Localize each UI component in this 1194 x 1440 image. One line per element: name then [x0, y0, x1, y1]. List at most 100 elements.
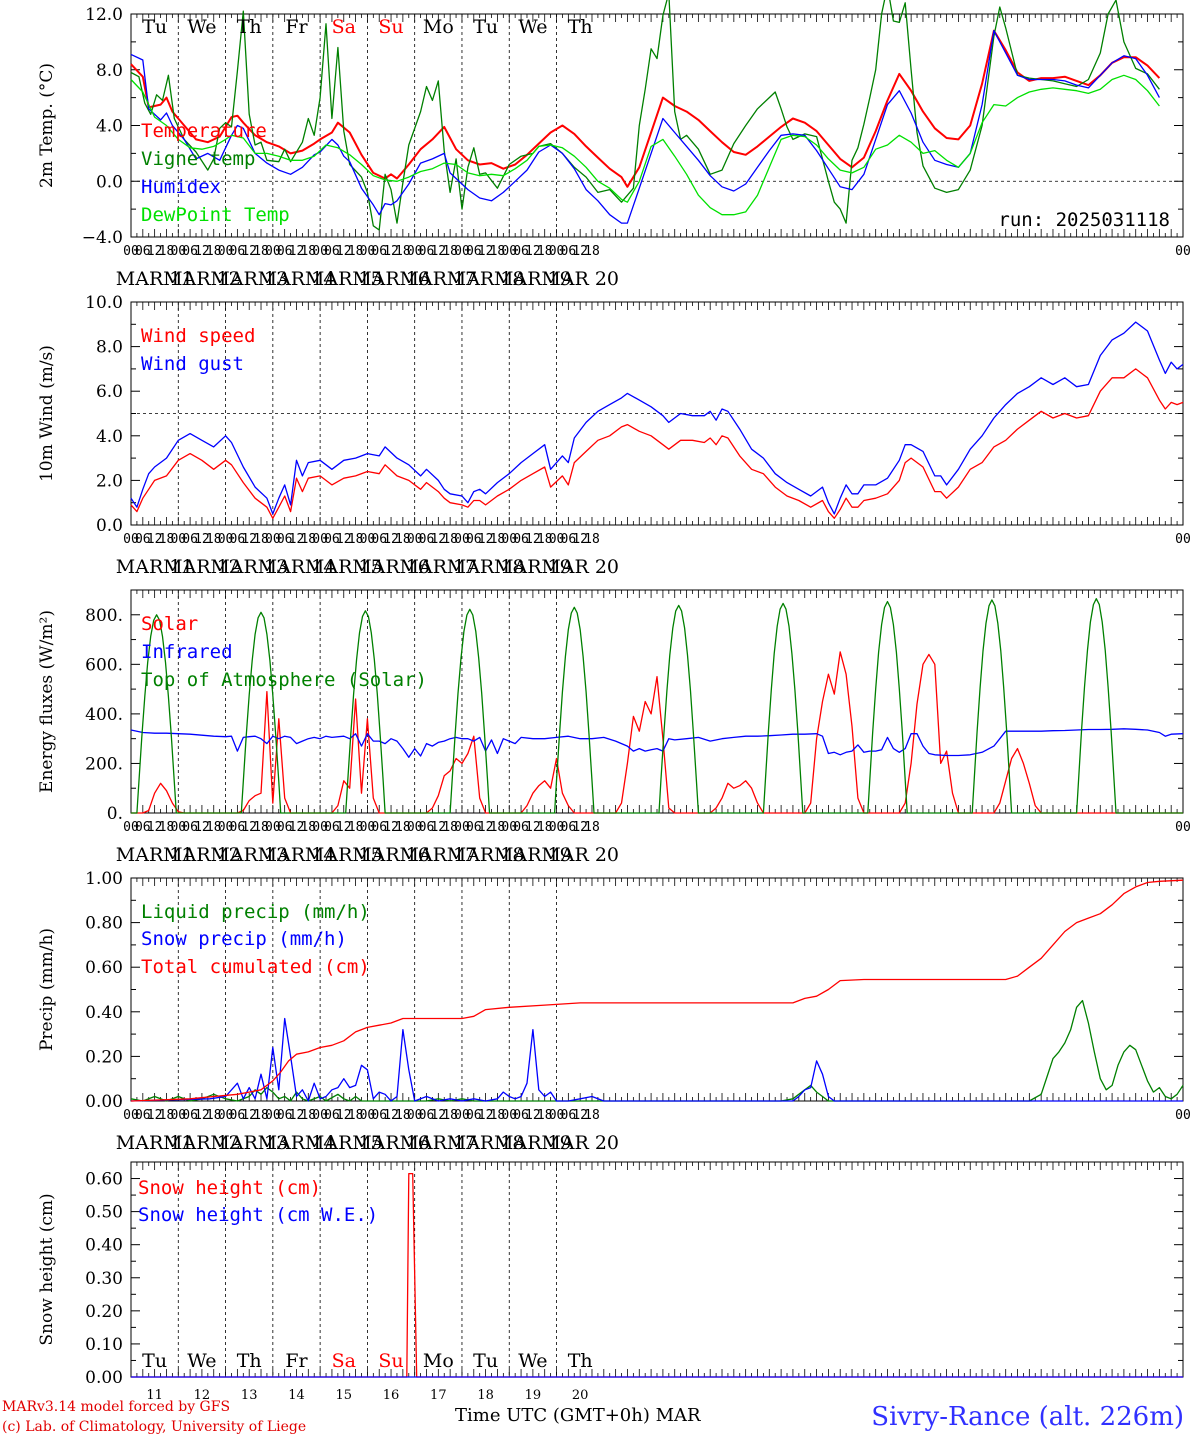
day-label: MAR 14 [258, 268, 336, 290]
day-number-label: 20 [572, 1388, 589, 1403]
weekday-label: Sa [332, 1350, 356, 1372]
hour-tick-label: 18 [159, 1108, 175, 1123]
hour-tick-label: 06 [324, 1108, 340, 1123]
hour-tick-label: 18 [442, 244, 458, 259]
hour-tick-label: 12 [478, 820, 494, 835]
hour-tick-label: 12 [336, 532, 352, 547]
hour-tick-label: 00 [265, 820, 281, 835]
weekday-label: Tu [473, 16, 498, 38]
hour-tick-label: 00 [549, 820, 565, 835]
weekday-label: Su [378, 16, 403, 38]
y-tick-label: 0.40 [85, 1003, 123, 1023]
weekday-label: Th [568, 16, 593, 38]
hour-tick-label: 00 [501, 532, 517, 547]
hour-tick-label: 00 [123, 244, 139, 259]
hour-tick-label: 18 [537, 1108, 553, 1123]
hour-tick-label: 18 [253, 820, 269, 835]
hour-tick-label: 12 [525, 532, 541, 547]
hour-tick-label: 18 [159, 532, 175, 547]
series-line-liquid-precip-mm-h [130, 999, 1184, 1102]
hour-tick-label: 18 [490, 1108, 506, 1123]
hour-tick-label: 00 [360, 532, 376, 547]
weekday-label: Mo [423, 16, 454, 38]
day-label: MAR 18 [447, 844, 525, 866]
weekday-label: Tu [142, 16, 167, 38]
hour-tick-label: 00 [360, 1108, 376, 1123]
hour-tick-label: 12 [336, 244, 352, 259]
plot-frame [130, 589, 1184, 814]
day-label: MAR 11 [116, 844, 194, 866]
y-tick-label: 0.60 [85, 1170, 123, 1190]
hour-tick-label: 18 [253, 1108, 269, 1123]
series-line-snow-precip-mm-h [130, 1017, 1183, 1102]
hour-tick-label: 18 [300, 1108, 316, 1123]
hour-tick-label: 18 [206, 532, 222, 547]
hour-tick-label: 00 [360, 244, 376, 259]
hour-tick-label: 12 [430, 1108, 446, 1123]
legend-entry: Snow height (cm W.E.) [138, 1204, 378, 1226]
legend-entry: DewPoint Temp [141, 204, 290, 226]
day-label: MAR 17 [399, 844, 477, 866]
hour-tick-label: 12 [336, 820, 352, 835]
month-label: MAR [655, 1405, 701, 1426]
hour-tick-label: 00 [454, 244, 470, 259]
series-line-wind-speed [130, 368, 1184, 519]
hour-tick-label: 06 [466, 820, 482, 835]
hour-tick-label: 00 [1175, 244, 1191, 259]
hour-tick-label: 00 [407, 820, 423, 835]
hour-tick-label: 12 [430, 532, 446, 547]
y-axis-label: 2m Temp. (°C) [37, 63, 57, 188]
hour-tick-label: 00 [170, 1108, 186, 1123]
hour-tick-label: 18 [395, 1108, 411, 1123]
hour-tick-label: 12 [525, 820, 541, 835]
day-label: MAR 16 [352, 1132, 430, 1154]
hour-tick-label: 12 [194, 820, 210, 835]
hour-tick-label: 06 [371, 820, 387, 835]
hour-tick-label: 06 [324, 532, 340, 547]
day-label: MAR 16 [352, 268, 430, 290]
y-tick-label: 0.0 [96, 172, 123, 192]
hour-tick-label: 12 [525, 244, 541, 259]
station-name: Sivry-Rance (alt. 226m) [871, 1402, 1184, 1432]
hour-tick-label: 00 [218, 820, 234, 835]
y-axis-label: 10m Wind (m/s) [37, 345, 57, 482]
y-tick-label: 0. [107, 804, 123, 824]
hour-tick-label: 00 [454, 1108, 470, 1123]
legend-entry: Infrared [141, 641, 233, 663]
hour-tick-label: 12 [147, 1108, 163, 1123]
weekday-label: Fr [285, 16, 308, 38]
hour-tick-label: 06 [230, 1108, 246, 1123]
y-tick-label: 0.60 [85, 958, 123, 978]
hour-tick-label: 00 [454, 820, 470, 835]
hour-tick-label: 12 [572, 244, 588, 259]
hour-tick-label: 06 [561, 244, 577, 259]
hour-tick-label: 12 [289, 1108, 305, 1123]
hour-tick-label: 00 [1175, 820, 1191, 835]
weekday-label: We [187, 16, 216, 38]
hour-tick-label: 06 [324, 820, 340, 835]
day-label: MAR 12 [163, 1132, 241, 1154]
y-tick-label: 12.0 [85, 5, 123, 25]
hour-tick-label: 06 [466, 1108, 482, 1123]
weekday-label: We [518, 1350, 547, 1372]
day-label: MAR 17 [399, 1132, 477, 1154]
hour-tick-label: 00 [407, 244, 423, 259]
day-number-label: 15 [335, 1388, 352, 1403]
day-label: MAR 19 [494, 844, 572, 866]
hour-tick-label: 18 [584, 820, 600, 835]
hour-tick-label: 06 [371, 1108, 387, 1123]
hour-tick-label: 12 [478, 244, 494, 259]
hour-tick-label: 12 [383, 1108, 399, 1123]
day-number-label: 16 [383, 1388, 400, 1403]
day-label: MAR 17 [399, 556, 477, 578]
y-tick-label: 0.00 [85, 1368, 123, 1388]
day-label: MAR 15 [305, 1132, 383, 1154]
legend-entry: Solar [141, 613, 198, 635]
day-label: MAR 16 [352, 556, 430, 578]
hour-tick-label: 06 [230, 244, 246, 259]
weekday-label: Tu [473, 1350, 498, 1372]
hour-tick-label: 12 [336, 1108, 352, 1123]
hour-tick-label: 00 [454, 532, 470, 547]
weekday-label: We [187, 1350, 216, 1372]
